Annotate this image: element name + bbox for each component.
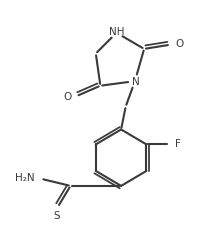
- Text: F: F: [175, 139, 180, 150]
- Text: S: S: [53, 211, 60, 221]
- Text: H₂N: H₂N: [15, 173, 34, 183]
- Text: O: O: [176, 39, 184, 49]
- Text: NH: NH: [109, 27, 124, 37]
- Text: O: O: [63, 92, 71, 102]
- Text: N: N: [132, 77, 140, 87]
